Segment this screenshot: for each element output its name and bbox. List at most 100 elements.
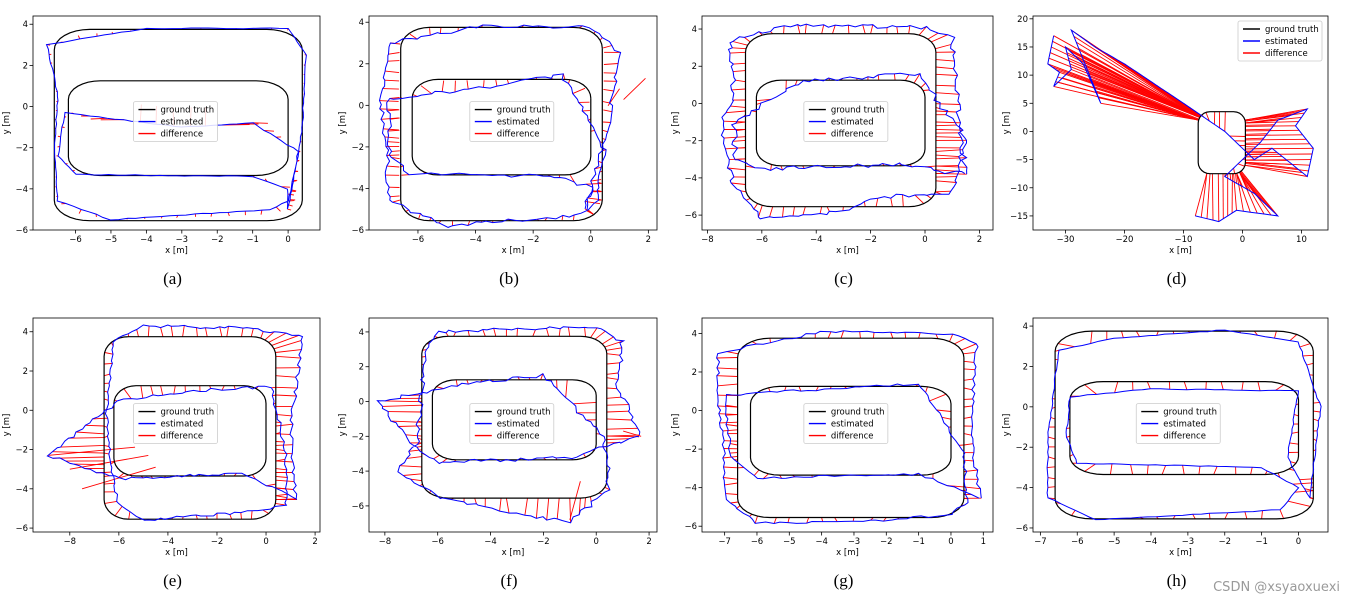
difference-line	[723, 477, 738, 480]
difference-line	[1245, 161, 1298, 169]
difference-line	[252, 474, 256, 480]
y-tick-label: 0	[23, 406, 28, 416]
x-tick-label: 2	[646, 537, 651, 547]
difference-line	[210, 213, 213, 217]
difference-line	[1050, 417, 1056, 420]
difference-line	[804, 24, 807, 34]
difference-line	[1289, 334, 1298, 341]
difference-line	[390, 420, 422, 423]
difference-line	[832, 24, 836, 34]
difference-line	[275, 394, 297, 397]
difference-line	[262, 509, 269, 514]
difference-line	[275, 487, 286, 490]
difference-line	[735, 121, 746, 124]
y-tick-label: 10	[1017, 71, 1028, 81]
difference-line	[442, 458, 448, 463]
y-tick-label: −6	[351, 226, 364, 236]
y-tick-label: 2	[1023, 362, 1028, 372]
y-tick-label: 0	[1023, 403, 1028, 413]
difference-line	[1289, 442, 1299, 445]
difference-line	[275, 355, 302, 359]
axes-frame	[32, 15, 321, 231]
difference-line	[1217, 173, 1220, 222]
legend-box	[469, 403, 555, 445]
ground-truth-line	[53, 28, 303, 222]
ground-truth-line	[431, 379, 597, 461]
difference-line	[382, 88, 399, 90]
difference-line	[1245, 133, 1268, 135]
difference-line	[590, 179, 602, 182]
difference-line	[1245, 134, 1303, 136]
legend: ground truth estimated difference	[1237, 20, 1323, 62]
ground-truth-line	[421, 335, 608, 499]
difference-line	[1206, 173, 1211, 219]
x-tick-label: −2	[864, 235, 877, 245]
difference-line	[275, 206, 281, 212]
difference-line	[606, 404, 630, 406]
difference-line	[118, 472, 125, 478]
difference-line	[717, 383, 738, 387]
difference-line	[935, 333, 939, 339]
difference-line	[466, 379, 469, 385]
difference-line	[104, 352, 114, 355]
difference-line	[768, 387, 771, 392]
legend-box	[469, 101, 555, 142]
legend-label: ground truth	[831, 408, 885, 418]
difference-line	[725, 110, 746, 114]
difference-line	[379, 100, 399, 102]
difference-line	[1275, 384, 1285, 391]
difference-line	[417, 437, 422, 440]
difference-line	[1198, 466, 1201, 475]
difference-line	[387, 141, 400, 143]
difference-line	[1245, 159, 1311, 161]
legend-label: estimated	[160, 118, 203, 128]
difference-line	[735, 79, 746, 83]
difference-line	[963, 433, 972, 436]
difference-line	[1205, 112, 1210, 122]
legend-label: difference	[1265, 49, 1308, 59]
difference-line	[751, 341, 757, 345]
y-tick-label: −6	[351, 502, 364, 512]
difference-line	[421, 356, 426, 358]
difference-line	[725, 493, 738, 495]
difference-line	[740, 190, 747, 193]
difference-line	[782, 206, 785, 218]
y-tick-label: 0	[692, 407, 697, 417]
difference-line	[598, 160, 603, 164]
difference-line	[918, 332, 921, 339]
difference-line	[935, 124, 957, 127]
y-tick-label: −6	[15, 524, 28, 534]
difference-line	[724, 482, 738, 486]
difference-line	[935, 128, 963, 131]
difference-line	[1057, 343, 1075, 348]
difference-line	[797, 24, 801, 34]
difference-line	[604, 340, 624, 348]
difference-line	[1292, 482, 1314, 485]
estimated-line	[716, 330, 982, 525]
y-tick-label: 4	[359, 328, 364, 338]
difference-line	[275, 423, 294, 427]
difference-line	[606, 377, 619, 380]
difference-line	[275, 349, 302, 353]
difference-line	[1245, 115, 1290, 122]
difference-line	[787, 517, 790, 523]
difference-line	[1233, 168, 1236, 174]
difference-line	[275, 448, 285, 452]
difference-line	[753, 469, 760, 476]
difference-lines	[379, 24, 646, 226]
difference-line	[441, 80, 445, 92]
difference-line	[1245, 119, 1278, 124]
difference-line	[949, 333, 954, 342]
difference-line	[1220, 381, 1224, 390]
difference-line	[935, 121, 961, 124]
difference-line	[390, 117, 400, 120]
y-tick-label: 5	[1023, 99, 1028, 109]
difference-line	[769, 206, 774, 217]
difference-line	[386, 109, 400, 112]
y-tick-label: −4	[351, 467, 364, 477]
y-tick-label: 4	[359, 18, 364, 28]
x-tick-label: −10	[1174, 235, 1192, 245]
y-axis-label: y [m]	[2, 414, 12, 437]
difference-line	[602, 101, 610, 104]
difference-line	[1239, 171, 1269, 208]
